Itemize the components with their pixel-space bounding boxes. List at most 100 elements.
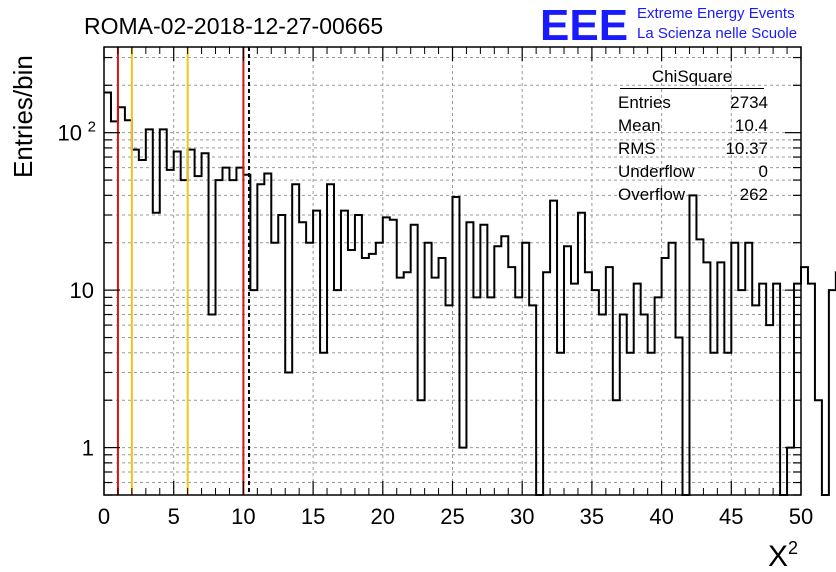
histogram-bin [439, 258, 446, 495]
histogram-bin [334, 290, 341, 495]
histogram-bin [313, 211, 320, 495]
histogram-bin [508, 267, 515, 495]
histogram-bin [111, 121, 118, 495]
histogram-bin [641, 315, 648, 495]
histogram-bin [731, 243, 738, 495]
histogram-bin [494, 246, 501, 495]
histogram-bin [829, 290, 836, 495]
x-tick-label: 35 [580, 504, 604, 529]
histogram-bin [613, 400, 620, 495]
histogram-bin [327, 184, 334, 495]
reference-lines [116, 47, 250, 495]
histogram-bin [676, 338, 683, 495]
y-axis-label: Entries/bin [8, 55, 38, 178]
histogram-bin [209, 315, 216, 495]
histogram-bin [466, 222, 473, 495]
histogram-bin [418, 400, 425, 495]
histogram-bin [362, 258, 369, 495]
histogram-bin [250, 290, 257, 495]
histogram-bin [174, 151, 181, 495]
histogram-bin [195, 176, 202, 495]
histogram-bin [285, 372, 292, 495]
histogram-bin [648, 353, 655, 495]
stats-value: 10.4 [734, 116, 768, 135]
histogram-bin [390, 220, 397, 495]
y-tick-label: 1 [82, 436, 94, 461]
histogram-bin [752, 305, 759, 495]
x-tick-label: 0 [98, 504, 110, 529]
y-tick-labels: 1 10 10 2 [58, 119, 96, 461]
histogram-bin [585, 272, 592, 495]
stats-value: 0 [758, 162, 768, 181]
y-tick-label: 10 [58, 121, 82, 146]
histogram-bin [397, 278, 404, 495]
histogram-bin [404, 272, 411, 495]
histogram-bin [188, 150, 195, 495]
histogram-bin [745, 243, 752, 495]
stats-box: ChiSquare Entries 2734 Mean 10.4 RMS 10.… [612, 66, 772, 206]
histogram-bin [703, 262, 710, 495]
x-tick-label: 30 [510, 504, 534, 529]
x-tick-label: 15 [301, 504, 325, 529]
histogram-bin [515, 297, 522, 495]
histogram-bin [446, 305, 453, 495]
histogram-bin [696, 239, 703, 495]
histogram-bin [160, 129, 167, 495]
histogram-bin [773, 284, 780, 495]
histogram-bin [655, 297, 662, 495]
histogram-bin [146, 129, 153, 495]
histogram-bin [292, 184, 299, 495]
y-tick-label-sup: 2 [88, 119, 96, 136]
histogram-bin [620, 315, 627, 495]
histogram-bin [299, 222, 306, 495]
x-tick-label: 40 [649, 504, 673, 529]
histogram-bin [216, 180, 223, 495]
histogram-bin [320, 353, 327, 495]
stats-label: Overflow [618, 185, 686, 204]
histogram-bin [453, 197, 460, 495]
x-tick-label: 25 [440, 504, 464, 529]
histogram-bin [627, 353, 634, 495]
histogram-bin [662, 258, 669, 495]
histogram-bin [710, 353, 717, 495]
histogram-bin [153, 213, 160, 495]
histogram-bin [738, 290, 745, 495]
stats-row-overflow: Overflow 262 [612, 183, 772, 206]
histogram-bin [564, 246, 571, 495]
histogram-bin [473, 297, 480, 495]
histogram-bin [341, 211, 348, 495]
stats-value: 10.37 [725, 139, 768, 158]
stats-label: RMS [618, 139, 656, 158]
axis-ticks [103, 47, 802, 496]
stats-value: 2734 [730, 93, 768, 112]
histogram-bin [759, 284, 766, 495]
histogram-bin [634, 284, 641, 495]
stats-label: Underflow [618, 162, 695, 181]
histogram-bin [606, 267, 613, 495]
histogram-bin [236, 168, 243, 495]
logo-line-2: La Scienza nelle Scuole [637, 25, 797, 42]
y-tick-label: 10 [70, 278, 94, 303]
stats-row-underflow: Underflow 0 [612, 160, 772, 183]
x-axis-label-base: X [768, 540, 788, 572]
histogram-bin [529, 305, 536, 495]
histogram-bin [181, 180, 188, 495]
histogram-bin [571, 284, 578, 495]
stats-label: Mean [618, 116, 661, 135]
histogram-bin [104, 92, 111, 495]
histogram-bin [348, 250, 355, 495]
histogram-bin [355, 215, 362, 495]
histogram-bin [543, 272, 550, 495]
x-tick-label: 10 [231, 504, 255, 529]
histogram-bin [766, 325, 773, 495]
eee-logo: EEE [540, 1, 628, 50]
histogram-bin [801, 267, 808, 495]
histogram-bin [264, 174, 271, 495]
stats-row-rms: RMS 10.37 [612, 137, 772, 160]
histogram-bin [480, 225, 487, 495]
stats-label: Entries [618, 93, 671, 112]
histogram-bin [522, 243, 529, 495]
histogram-bin [257, 184, 264, 495]
x-axis-label-sup: 2 [788, 538, 798, 558]
x-tick-label: 20 [371, 504, 395, 529]
